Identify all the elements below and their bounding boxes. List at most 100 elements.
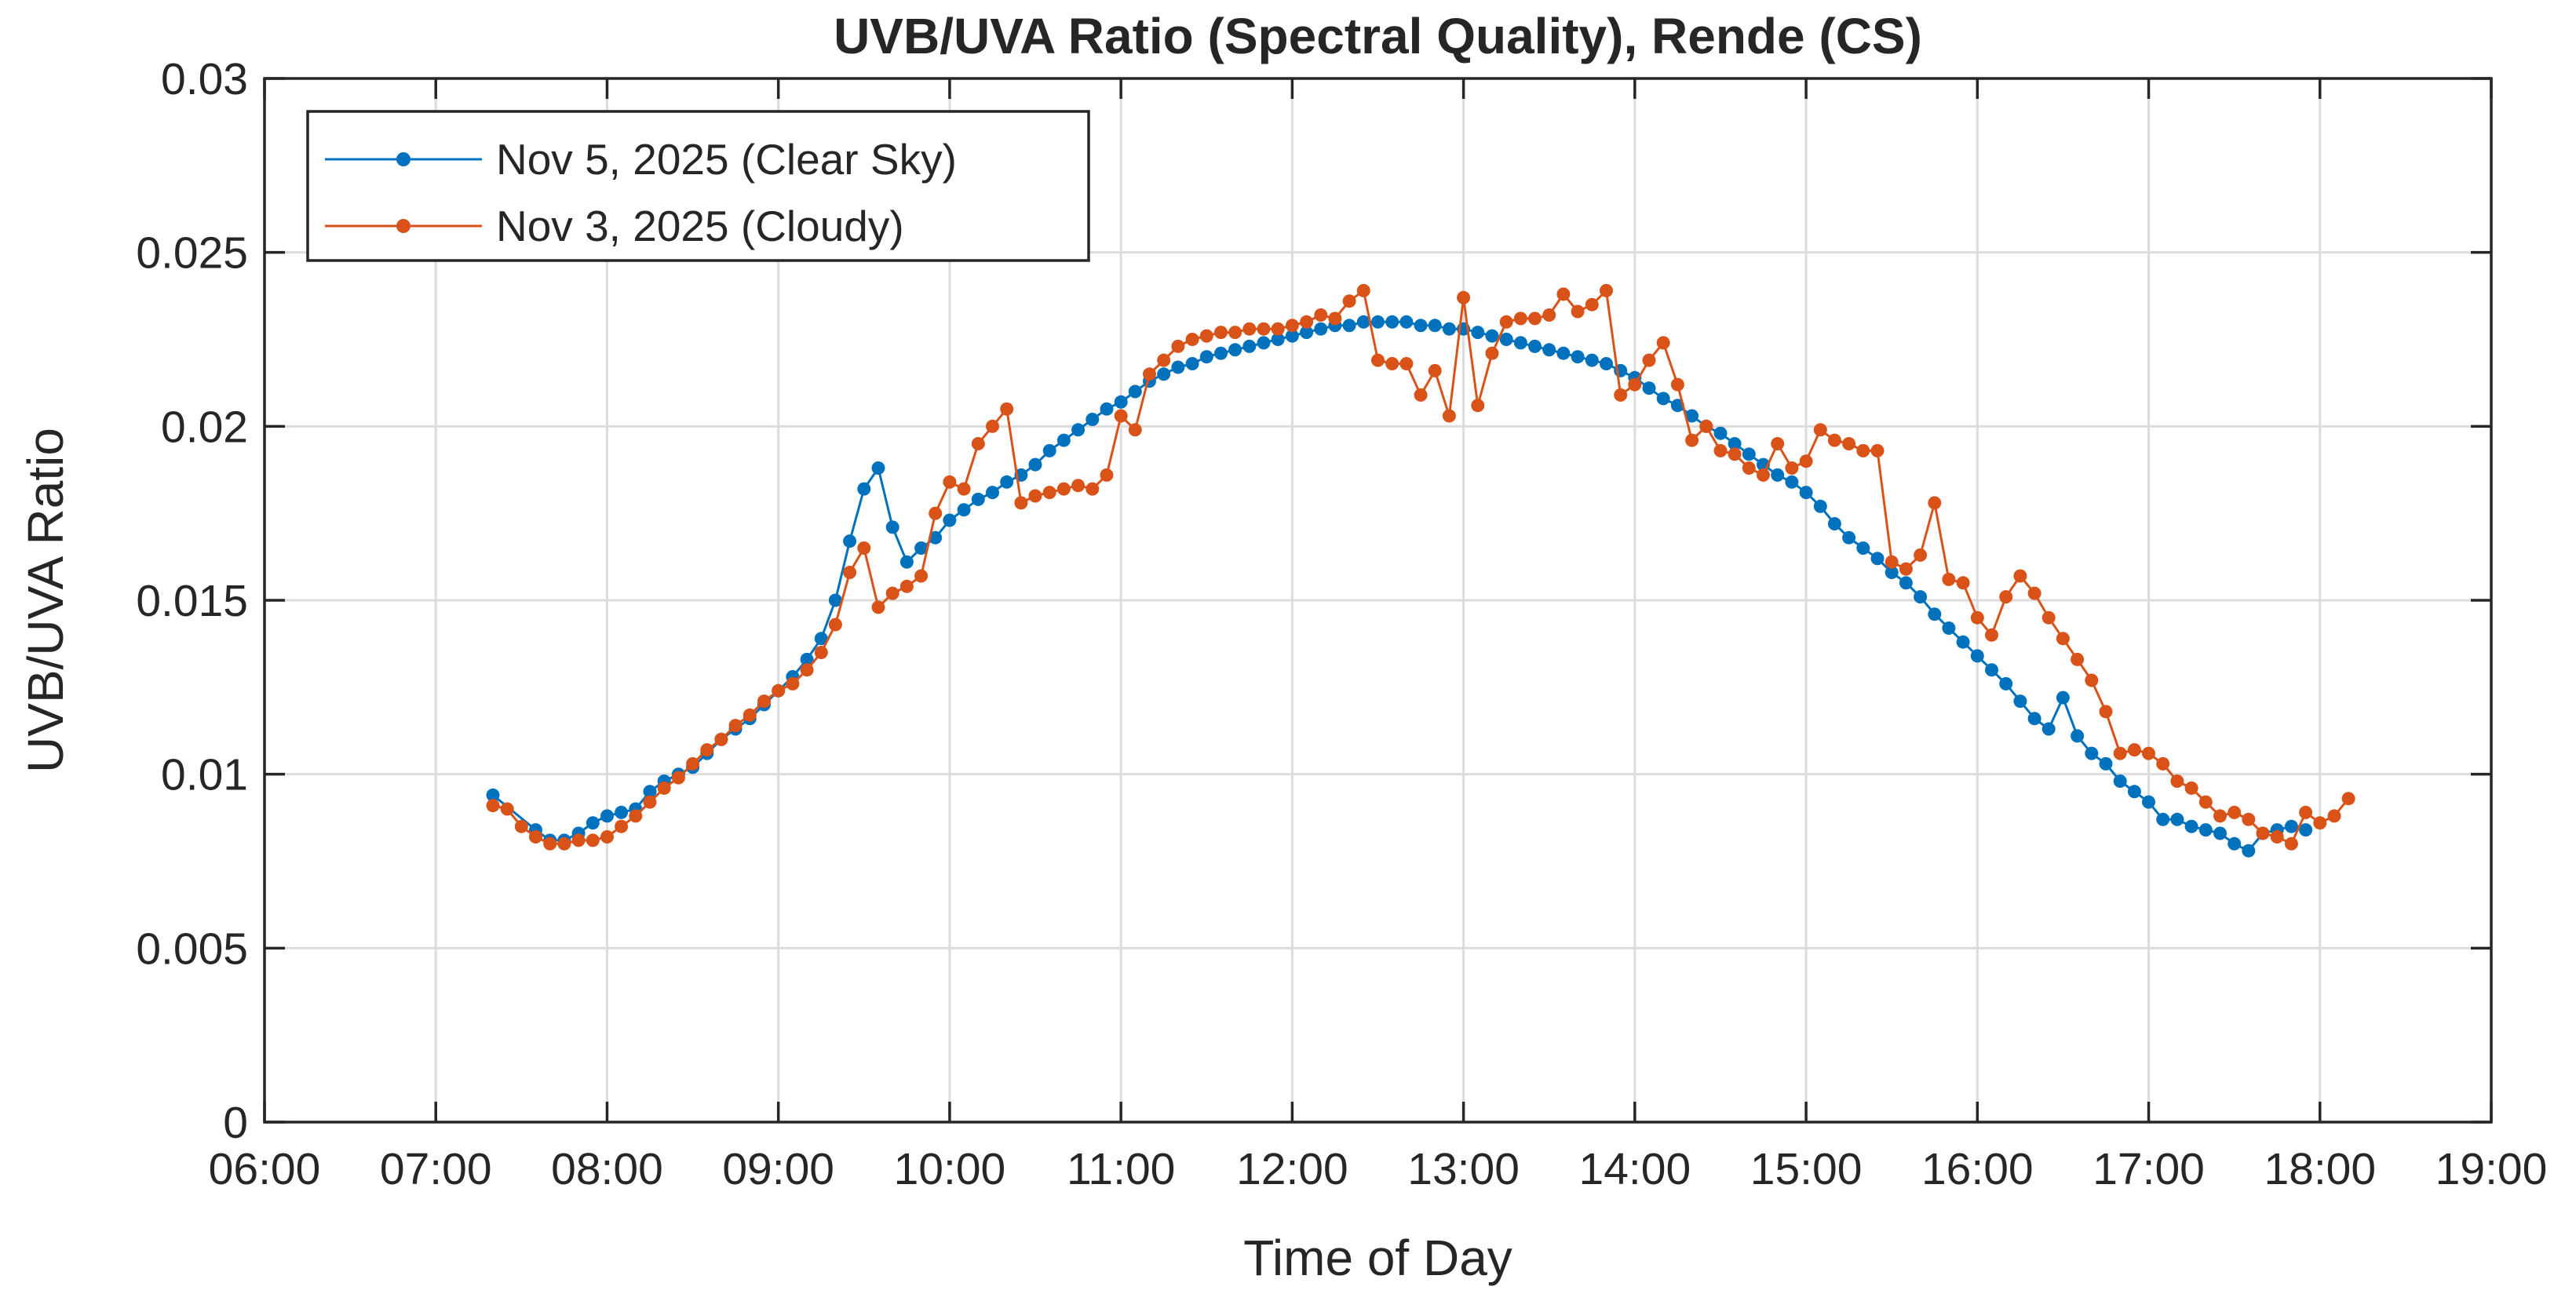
data-point bbox=[1585, 353, 1599, 367]
data-point bbox=[971, 437, 985, 450]
data-point bbox=[2127, 743, 2141, 757]
legend-label: Nov 5, 2025 (Clear Sky) bbox=[496, 135, 957, 184]
x-tick-label: 18:00 bbox=[2264, 1144, 2376, 1194]
data-point bbox=[1556, 346, 1571, 360]
data-point bbox=[814, 646, 828, 659]
data-point bbox=[1813, 499, 1827, 513]
data-point bbox=[1699, 419, 1713, 433]
data-point bbox=[1242, 339, 1257, 353]
data-point bbox=[1785, 475, 1799, 489]
data-point bbox=[586, 833, 600, 847]
data-point bbox=[1471, 399, 1485, 413]
data-point bbox=[1342, 319, 1356, 333]
data-point bbox=[2156, 756, 2170, 771]
data-point bbox=[2327, 809, 2341, 823]
y-tick-label: 0.005 bbox=[136, 924, 248, 974]
data-point bbox=[1670, 377, 1684, 392]
data-point bbox=[929, 506, 943, 520]
data-point bbox=[1414, 319, 1428, 333]
data-point bbox=[1042, 443, 1056, 457]
data-point bbox=[1856, 541, 1870, 555]
data-point bbox=[1642, 381, 1656, 395]
data-point bbox=[1742, 461, 1756, 475]
data-point bbox=[2213, 809, 2227, 823]
y-tick-label: 0.03 bbox=[161, 54, 248, 104]
data-point bbox=[2056, 691, 2070, 705]
data-point bbox=[1271, 333, 1285, 346]
data-point bbox=[700, 743, 714, 757]
tick-marks bbox=[263, 77, 2493, 1124]
data-point bbox=[1728, 437, 1742, 450]
data-point bbox=[1314, 322, 1328, 336]
legend-entry: Nov 3, 2025 (Cloudy) bbox=[325, 202, 904, 250]
data-point bbox=[1271, 322, 1285, 336]
data-point bbox=[1771, 437, 1785, 450]
data-point bbox=[2099, 756, 2113, 771]
data-point bbox=[786, 676, 800, 691]
data-point bbox=[2198, 795, 2213, 809]
x-tick-label: 06:00 bbox=[209, 1144, 321, 1194]
data-point bbox=[814, 632, 828, 646]
x-tick-label: 09:00 bbox=[722, 1144, 834, 1194]
x-tick-label: 17:00 bbox=[2093, 1144, 2205, 1194]
data-point bbox=[543, 836, 557, 851]
data-point bbox=[899, 579, 914, 593]
data-point bbox=[2027, 586, 2041, 600]
data-point bbox=[1885, 566, 1899, 579]
data-point bbox=[1071, 423, 1085, 437]
data-point bbox=[1100, 468, 1114, 482]
legend-label: Nov 3, 2025 (Cloudy) bbox=[496, 202, 904, 250]
data-point bbox=[2198, 823, 2213, 837]
data-point bbox=[2113, 774, 2127, 788]
data-point bbox=[1842, 530, 1856, 545]
legend-entry: Nov 5, 2025 (Clear Sky) bbox=[325, 135, 957, 184]
data-point bbox=[1956, 635, 1970, 649]
x-tick-label: 14:00 bbox=[1579, 1144, 1691, 1194]
data-point bbox=[643, 795, 657, 809]
data-point bbox=[1056, 482, 1071, 496]
data-point bbox=[885, 520, 899, 534]
data-point bbox=[1928, 607, 1942, 621]
data-point bbox=[586, 816, 600, 830]
data-point bbox=[1442, 322, 1456, 336]
x-tick-label: 10:00 bbox=[894, 1144, 1006, 1194]
data-point bbox=[1713, 426, 1728, 440]
data-point bbox=[943, 475, 957, 489]
data-point bbox=[1342, 294, 1356, 308]
data-point bbox=[1485, 346, 1499, 360]
data-point bbox=[486, 799, 500, 813]
data-point bbox=[857, 482, 871, 496]
data-point bbox=[929, 530, 943, 545]
data-point bbox=[899, 555, 914, 569]
data-point bbox=[1628, 377, 1642, 392]
data-point bbox=[1685, 433, 1699, 447]
data-point bbox=[486, 788, 500, 802]
data-point bbox=[1214, 326, 1228, 340]
data-point bbox=[986, 419, 999, 433]
data-point bbox=[2013, 694, 2027, 709]
data-point bbox=[1014, 496, 1028, 510]
data-point bbox=[657, 781, 671, 795]
data-point bbox=[1114, 395, 1128, 409]
data-point bbox=[2085, 746, 2099, 760]
data-point bbox=[1171, 339, 1185, 353]
data-point bbox=[2041, 610, 2056, 625]
data-point bbox=[2071, 729, 2085, 743]
data-point bbox=[2213, 826, 2227, 840]
data-point bbox=[828, 593, 842, 607]
data-point bbox=[1114, 409, 1128, 423]
x-tick-label: 13:00 bbox=[1407, 1144, 1520, 1194]
data-point bbox=[828, 618, 842, 632]
data-point bbox=[914, 569, 929, 583]
data-point bbox=[1899, 576, 1913, 590]
data-point bbox=[1499, 315, 1513, 329]
data-point bbox=[2170, 774, 2184, 788]
data-point bbox=[1000, 402, 1014, 416]
data-point bbox=[871, 461, 885, 475]
data-point bbox=[986, 486, 999, 500]
data-point bbox=[1457, 290, 1471, 304]
data-point bbox=[1571, 304, 1585, 319]
data-point bbox=[1028, 489, 1042, 503]
y-tick-label: 0.015 bbox=[136, 576, 248, 626]
data-point bbox=[1042, 486, 1056, 500]
